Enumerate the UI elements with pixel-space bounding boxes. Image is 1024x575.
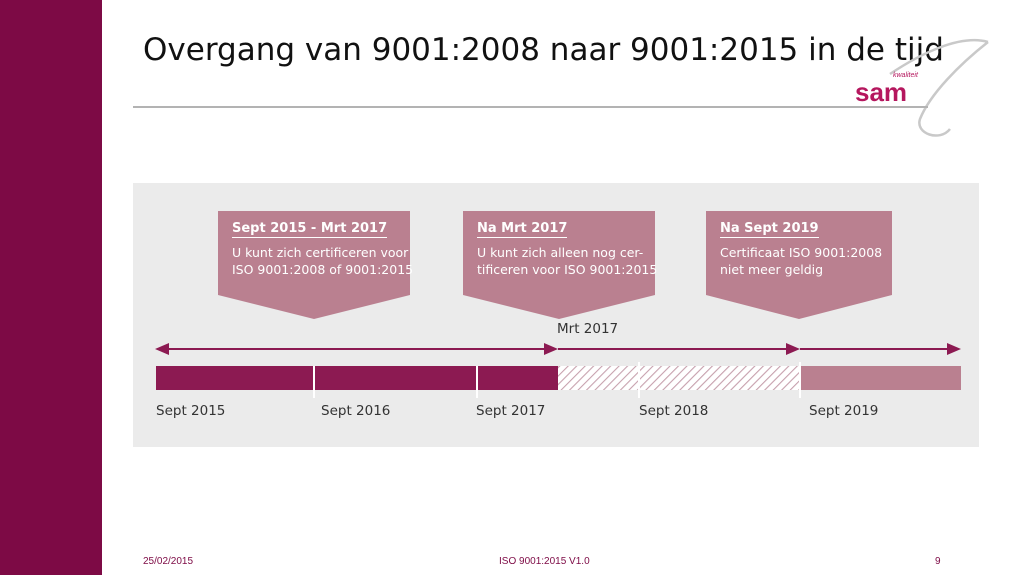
footer-document: ISO 9001:2015 V1.0 (499, 556, 590, 567)
callout-heading: Sept 2015 - Mrt 2017 (232, 221, 388, 238)
logo: sam (855, 77, 908, 107)
callout-heading: Na Sept 2019 (720, 221, 819, 238)
date-label: Sept 2018 (639, 403, 709, 419)
marker-label: Mrt 2017 (557, 321, 619, 337)
date-label: Sept 2017 (476, 403, 546, 419)
callout-line: Certificaat ISO 9001:2008 (720, 245, 883, 260)
callout-period-2: Na Mrt 2017 U kunt zich alleen nog cer- … (463, 211, 657, 319)
page-number: 9 (935, 556, 941, 567)
callout-line: ISO 9001:2008 of 9001:2015 (232, 262, 414, 277)
bar-segment-light (800, 366, 961, 390)
callout-line: U kunt zich certificeren voor (232, 245, 409, 260)
bar-segment-hatched (558, 366, 800, 390)
date-label: Sept 2019 (809, 403, 879, 419)
callout-text: U kunt zich certificeren voor ISO 9001:2… (232, 244, 413, 278)
callout-line: U kunt zich alleen nog cer- (477, 245, 644, 260)
callout-heading: Na Mrt 2017 (477, 221, 568, 238)
period-arrow-1 (155, 343, 558, 355)
title-divider (133, 106, 928, 108)
callout-text: Certificaat ISO 9001:2008 niet meer geld… (720, 244, 882, 278)
callout-line: tificeren voor ISO 9001:2015 (477, 262, 658, 277)
logo-swoosh (880, 34, 990, 149)
bar-segment-dark (156, 366, 558, 390)
period-arrow-3 (800, 343, 961, 355)
callout-text: U kunt zich alleen nog cer- tificeren vo… (477, 244, 657, 278)
date-label: Sept 2016 (321, 403, 391, 419)
callout-period-1: Sept 2015 - Mrt 2017 U kunt zich certifi… (218, 211, 413, 319)
slide-title: Overgang van 9001:2008 naar 9001:2015 in… (143, 32, 944, 68)
footer-date: 25/02/2015 (143, 556, 194, 567)
sidebar-accent (0, 0, 102, 575)
date-label: Sept 2015 (156, 403, 226, 419)
callout-period-3: Na Sept 2019 Certificaat ISO 9001:2008 n… (706, 211, 892, 319)
logo-subtext: kwaliteit (893, 72, 918, 79)
callout-line: niet meer geldig (720, 262, 824, 277)
period-arrow-2 (558, 343, 800, 355)
